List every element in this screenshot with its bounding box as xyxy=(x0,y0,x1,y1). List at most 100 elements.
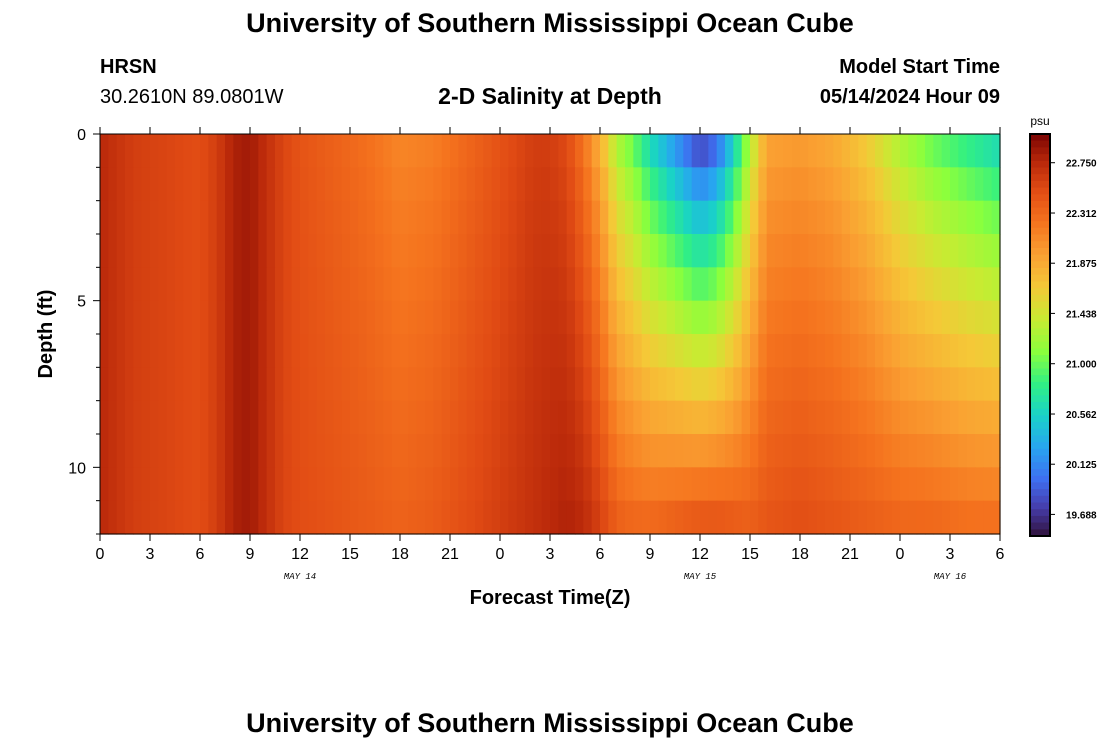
heatmap-cell xyxy=(658,434,668,468)
heatmap-cell xyxy=(383,434,393,468)
heatmap-cell xyxy=(991,267,1001,302)
heatmap-cell xyxy=(200,367,209,402)
heatmap-cell xyxy=(758,234,768,268)
heatmap-cell xyxy=(683,334,693,368)
heatmap-cell xyxy=(825,334,834,368)
heatmap-cell xyxy=(716,134,726,168)
heatmap-cell xyxy=(200,434,209,468)
heatmap-cell xyxy=(350,467,359,502)
heatmap-cell xyxy=(925,300,934,335)
heatmap-cell xyxy=(225,267,234,302)
colorbar-segment xyxy=(1030,495,1050,504)
heatmap-cell xyxy=(233,400,243,435)
heatmap-cell xyxy=(358,300,368,335)
heatmap-cell xyxy=(691,500,701,535)
heatmap-cell xyxy=(375,300,384,335)
heatmap-cell xyxy=(991,167,1001,202)
heatmap-cell xyxy=(725,267,734,302)
heatmap-cell xyxy=(541,134,551,168)
heatmap-cell xyxy=(525,467,534,502)
heatmap-cell xyxy=(725,134,734,168)
date-label: MAY 15 xyxy=(684,572,717,582)
heatmap-cell xyxy=(325,367,334,402)
heatmap-cell xyxy=(100,134,109,168)
heatmap-cell xyxy=(108,234,118,268)
heatmap-cell xyxy=(816,467,826,502)
heatmap-cell xyxy=(216,200,226,235)
heatmap-cell xyxy=(908,467,918,502)
heatmap-cell xyxy=(241,134,251,168)
heatmap-cell xyxy=(691,200,701,235)
heatmap-cell xyxy=(158,200,168,235)
colorbar-tick-label: 20.562 xyxy=(1066,410,1097,421)
heatmap-cell xyxy=(100,400,109,435)
heatmap-cell xyxy=(350,434,359,468)
heatmap-cell xyxy=(383,200,393,235)
heatmap-cell xyxy=(716,367,726,402)
heatmap-cell xyxy=(533,434,543,468)
heatmap-cell xyxy=(491,500,501,535)
y-axis-ticks: 0 5 10 xyxy=(68,127,100,535)
heatmap-cell xyxy=(491,334,501,368)
heatmap-cell xyxy=(750,167,759,202)
heatmap-cell xyxy=(316,434,326,468)
heatmap-cell xyxy=(283,367,293,402)
heatmap-cell xyxy=(891,467,901,502)
heatmap-cell xyxy=(516,467,526,502)
heatmap-cell xyxy=(975,200,984,235)
heatmap-cell xyxy=(525,367,534,402)
heatmap-cell xyxy=(308,434,318,468)
heatmap-cell xyxy=(641,234,651,268)
heatmap-cell xyxy=(708,200,718,235)
heatmap-cell xyxy=(150,467,159,502)
heatmap-cell xyxy=(300,300,309,335)
heatmap-cell xyxy=(241,334,251,368)
heatmap-cell xyxy=(691,267,701,302)
heatmap-cell xyxy=(975,167,984,202)
heatmap-cell xyxy=(975,234,984,268)
heatmap-cell xyxy=(216,167,226,202)
colorbar-tick-label: 22.750 xyxy=(1066,159,1097,170)
heatmap-cell xyxy=(733,434,743,468)
heatmap-cell xyxy=(900,434,909,468)
heatmap-cell xyxy=(591,200,601,235)
heatmap-cell xyxy=(758,300,768,335)
heatmap-cell xyxy=(441,134,451,168)
heatmap-cell xyxy=(175,234,184,268)
heatmap-cell xyxy=(475,167,484,202)
heatmap-cell xyxy=(200,400,209,435)
heatmap-cell xyxy=(716,400,726,435)
heatmap-cell xyxy=(416,200,426,235)
heatmap-cell xyxy=(350,167,359,202)
colorbar-segment xyxy=(1030,395,1050,403)
heatmap-cell xyxy=(150,200,159,235)
heatmap-cell xyxy=(733,134,743,168)
heatmap-cell xyxy=(750,434,759,468)
heatmap-cell xyxy=(616,167,626,202)
colorbar-segment xyxy=(1030,147,1050,155)
heatmap-cell xyxy=(133,500,143,535)
heatmap-cell xyxy=(525,267,534,302)
colorbar-segment xyxy=(1030,515,1050,524)
heatmap-cell xyxy=(958,134,968,168)
heatmap-cell xyxy=(558,267,568,302)
heatmap-cell xyxy=(491,400,501,435)
heatmap-cell xyxy=(541,434,551,468)
heatmap-cell xyxy=(341,300,351,335)
heatmap-cell xyxy=(266,334,276,368)
heatmap-cell xyxy=(816,400,826,435)
heatmap-cell xyxy=(250,200,259,235)
heatmap-cell xyxy=(616,400,626,435)
heatmap-cell xyxy=(833,134,843,168)
colorbar-segment xyxy=(1030,134,1050,142)
heatmap-cell xyxy=(683,200,693,235)
heatmap-cell xyxy=(300,267,309,302)
heatmap-cell xyxy=(516,400,526,435)
heatmap-cell xyxy=(600,500,609,535)
heatmap-cell xyxy=(991,300,1001,335)
heatmap-cell xyxy=(641,134,651,168)
heatmap-cell xyxy=(241,467,251,502)
heatmap-cell xyxy=(541,234,551,268)
heatmap-cell xyxy=(875,367,884,402)
x-tick-label: 3 xyxy=(546,546,555,563)
